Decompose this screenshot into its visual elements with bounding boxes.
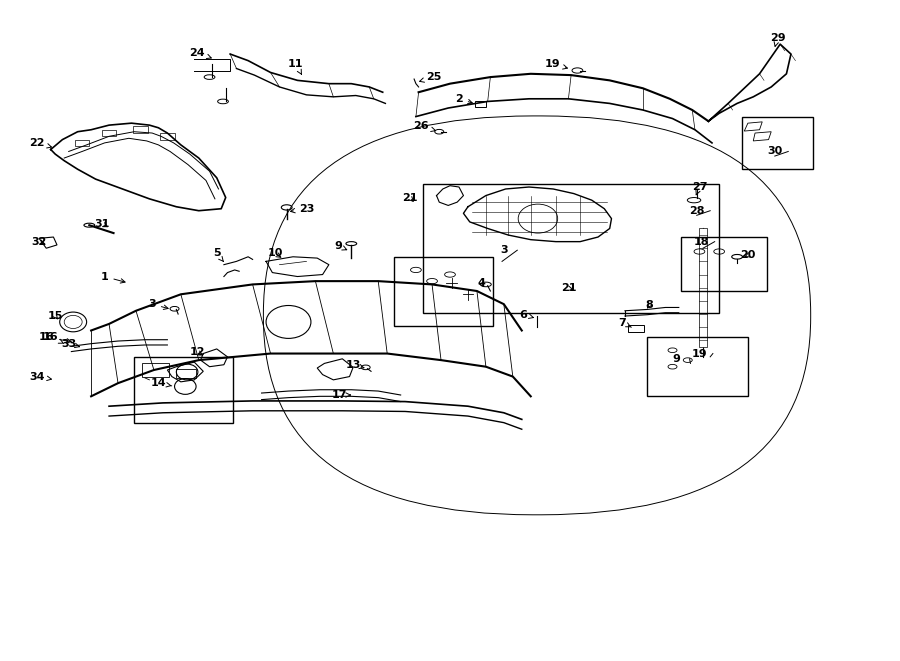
Text: 3: 3 (148, 299, 168, 309)
Text: 16: 16 (39, 332, 71, 343)
Text: 21: 21 (402, 192, 418, 202)
Text: 22: 22 (30, 138, 51, 148)
Text: 16: 16 (43, 332, 64, 344)
Text: 13: 13 (346, 360, 364, 369)
Text: 19: 19 (691, 348, 707, 358)
Text: 29: 29 (770, 32, 786, 46)
Bar (647, 337, 748, 397)
Bar (133, 126, 148, 133)
Bar (423, 184, 719, 313)
Text: 9: 9 (672, 354, 680, 364)
Bar (142, 364, 169, 377)
Text: 33: 33 (61, 338, 79, 348)
Text: 4: 4 (478, 278, 485, 288)
Bar (699, 229, 707, 347)
Bar (176, 369, 196, 378)
Text: 23: 23 (291, 204, 314, 214)
Text: 8: 8 (645, 301, 653, 311)
Text: 28: 28 (689, 206, 705, 215)
Text: 30: 30 (767, 147, 782, 157)
Text: 11: 11 (288, 59, 303, 75)
Bar (681, 237, 767, 291)
Text: 20: 20 (740, 251, 756, 260)
Text: 19: 19 (544, 59, 567, 69)
Text: 10: 10 (267, 249, 283, 258)
Bar (394, 256, 493, 326)
Text: 34: 34 (30, 371, 51, 381)
Text: 25: 25 (419, 72, 442, 82)
Text: 21: 21 (561, 284, 576, 293)
Bar (627, 325, 644, 332)
Text: 12: 12 (189, 347, 204, 357)
Text: 1: 1 (101, 272, 125, 283)
Bar (102, 130, 116, 136)
Text: 26: 26 (413, 122, 436, 132)
Text: 32: 32 (32, 237, 47, 247)
Bar (160, 133, 175, 139)
Text: 15: 15 (48, 311, 63, 321)
Text: 2: 2 (455, 94, 472, 104)
Text: 17: 17 (332, 390, 350, 400)
Text: 3: 3 (500, 245, 508, 255)
Text: 9: 9 (335, 241, 346, 251)
Text: 14: 14 (150, 378, 172, 388)
Text: 31: 31 (94, 219, 110, 229)
Bar (742, 116, 814, 169)
Bar (134, 357, 233, 422)
Text: 27: 27 (692, 182, 707, 195)
Bar (475, 101, 486, 106)
Text: 5: 5 (213, 249, 223, 262)
Text: 6: 6 (519, 310, 534, 320)
Text: 18: 18 (694, 237, 709, 247)
Bar (75, 139, 89, 146)
Text: 7: 7 (618, 317, 632, 328)
Text: 24: 24 (189, 48, 212, 59)
